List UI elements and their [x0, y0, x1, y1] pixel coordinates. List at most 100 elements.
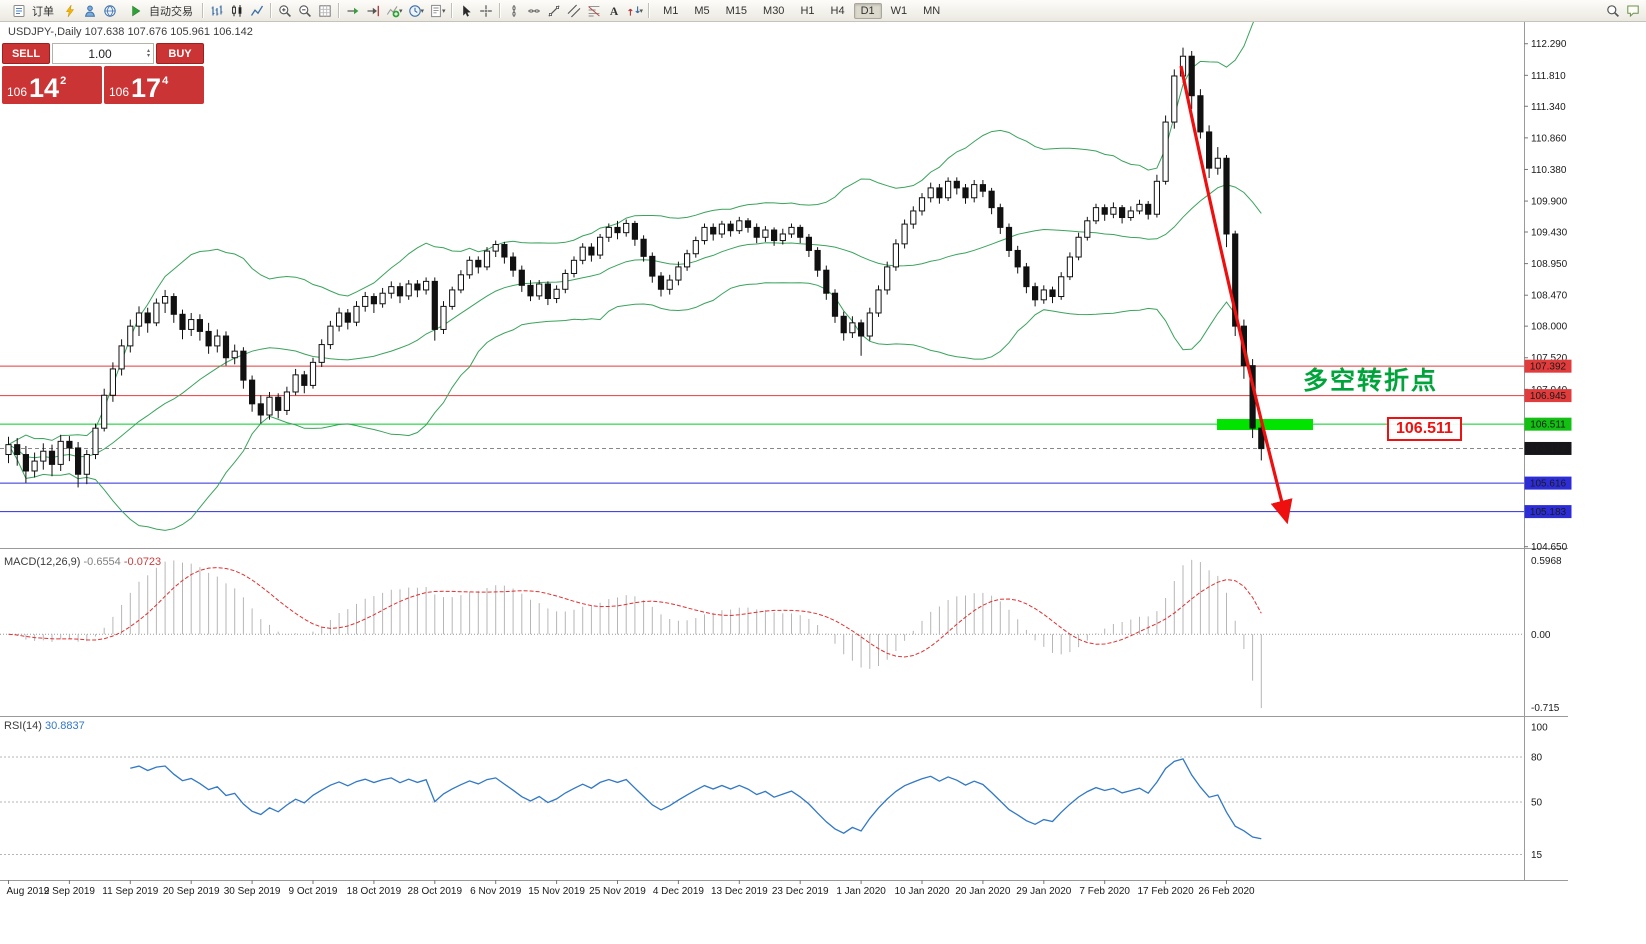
bar-chart-icon[interactable]: [207, 2, 227, 20]
chat-icon[interactable]: [1623, 2, 1643, 20]
chart-shift-icon[interactable]: [363, 2, 383, 20]
timeframe-button-m1[interactable]: M1: [663, 4, 679, 17]
search-icon[interactable]: [1603, 2, 1623, 20]
indicators-add-icon[interactable]: [383, 2, 403, 20]
macd-main-value: -0.6554: [83, 556, 121, 568]
horizontal-line-tool-icon[interactable]: [524, 2, 544, 20]
candlestick-chart-icon[interactable]: [227, 2, 247, 20]
svg-text:110.380: 110.380: [1531, 165, 1567, 176]
chevron-down-icon[interactable]: ▾: [442, 7, 446, 15]
svg-text:109.430: 109.430: [1531, 228, 1568, 239]
chevron-down-icon[interactable]: ▾: [399, 7, 403, 15]
svg-text:107.520: 107.520: [1531, 353, 1568, 364]
timeframe-button-w1[interactable]: W1: [890, 4, 908, 17]
svg-text:15: 15: [1531, 850, 1543, 861]
svg-text:106.142: 106.142: [1530, 444, 1567, 455]
price-tag-label[interactable]: 106.511: [1387, 417, 1462, 441]
toolbar-divider: [270, 3, 272, 18]
crosshair-icon[interactable]: [476, 2, 496, 20]
zoom-out-icon[interactable]: [295, 2, 315, 20]
svg-text:111.810: 111.810: [1531, 71, 1566, 82]
buy-price-display[interactable]: 106 17 4: [104, 66, 204, 104]
svg-text:100: 100: [1531, 723, 1548, 734]
svg-text:112.290: 112.290: [1531, 39, 1567, 50]
sell-price-display[interactable]: 106 14 2: [2, 66, 102, 104]
svg-text:104.650: 104.650: [1531, 542, 1568, 553]
trendline-tool-icon[interactable]: [544, 2, 564, 20]
cursor-icon[interactable]: [456, 2, 476, 20]
autotrade-play-icon: [126, 2, 146, 20]
new-order-button[interactable]: 订单: [3, 0, 60, 22]
svg-text:20 Jan 2020: 20 Jan 2020: [955, 886, 1010, 897]
timeframe-button-m30[interactable]: M30: [763, 4, 785, 17]
buy-button[interactable]: BUY: [156, 43, 204, 64]
svg-text:110.860: 110.860: [1531, 133, 1567, 144]
buy-price-prefix: 106: [109, 85, 130, 99]
autotrade-label: 自动交易: [149, 5, 193, 18]
periods-icon[interactable]: [405, 2, 425, 20]
svg-text:A: A: [609, 6, 618, 18]
chevron-down-icon[interactable]: ▾: [420, 7, 425, 15]
svg-text:15 Nov 2019: 15 Nov 2019: [528, 886, 585, 897]
svg-text:0.5968: 0.5968: [1531, 556, 1562, 567]
svg-text:17 Feb 2020: 17 Feb 2020: [1138, 886, 1195, 897]
turning-point-text: 多空转折点: [1303, 367, 1439, 395]
volume-input[interactable]: 1.00 ▴ ▾: [52, 43, 154, 64]
timeframe-button-h1[interactable]: H1: [800, 4, 815, 17]
bollinger-bands: [8, 22, 1262, 531]
line-chart-icon[interactable]: [247, 2, 267, 20]
channel-tool-icon[interactable]: [564, 2, 584, 20]
sell-price-sup: 2: [60, 75, 67, 87]
svg-text:1 Jan 2020: 1 Jan 2020: [836, 886, 886, 897]
svg-text:9 Oct 2019: 9 Oct 2019: [289, 886, 338, 897]
rsi-value: 30.8837: [44, 720, 85, 732]
text-tool-icon[interactable]: A: [604, 2, 624, 20]
sell-button[interactable]: SELL: [2, 43, 50, 64]
sell-price-big: 14: [29, 73, 60, 103]
timeframe-button-d1[interactable]: D1: [853, 2, 882, 19]
svg-text:25 Nov 2019: 25 Nov 2019: [589, 886, 646, 897]
buy-price-sup: 4: [162, 75, 169, 87]
svg-text:26 Feb 2020: 26 Feb 2020: [1198, 886, 1255, 897]
arrows-tool-icon[interactable]: [624, 2, 644, 20]
timeframe-button-mn[interactable]: MN: [923, 4, 941, 17]
macd-signal-value: -0.0723: [123, 556, 162, 568]
fibonacci-tool-icon[interactable]: [584, 2, 604, 20]
vertical-line-tool-icon[interactable]: [504, 2, 524, 20]
zoom-in-icon[interactable]: [275, 2, 295, 20]
svg-text:30 Sep 2019: 30 Sep 2019: [224, 886, 281, 897]
volume-spinner[interactable]: ▴ ▾: [146, 47, 150, 59]
templates-icon[interactable]: [426, 2, 446, 20]
svg-text:18 Oct 2019: 18 Oct 2019: [347, 886, 402, 897]
svg-text:23 Dec 2019: 23 Dec 2019: [772, 886, 829, 897]
svg-text:107.392: 107.392: [1530, 362, 1567, 373]
quick-trade-icon[interactable]: [60, 2, 80, 20]
grid-icon[interactable]: [315, 2, 335, 20]
svg-text:11 Sep 2019: 11 Sep 2019: [102, 886, 158, 897]
svg-text:80: 80: [1531, 753, 1543, 764]
svg-text:106.511: 106.511: [1530, 420, 1566, 431]
community-icon[interactable]: [100, 2, 120, 20]
toolbar-divider: [498, 3, 501, 18]
svg-text:4 Dec 2019: 4 Dec 2019: [653, 886, 705, 897]
accounts-icon[interactable]: [80, 2, 100, 20]
svg-text:109.900: 109.900: [1531, 197, 1568, 208]
auto-scroll-icon[interactable]: [343, 2, 363, 20]
timeframe-button-h4[interactable]: H4: [830, 4, 845, 17]
svg-text:6 Nov 2019: 6 Nov 2019: [470, 886, 522, 897]
svg-text:106.945: 106.945: [1530, 391, 1567, 402]
autotrade-button[interactable]: 自动交易: [120, 0, 199, 22]
toolbar: 订单 自动交易 ▾ ▾ ▾ A ▾ M1 M5 M15 M30: [0, 0, 1646, 22]
svg-text:Aug 2019: Aug 2019: [7, 886, 50, 897]
rsi-indicator-label: RSI(14) 30.8837: [4, 720, 85, 732]
chart-header: USDJPY-,Daily 107.638 107.676 105.961 10…: [8, 26, 253, 38]
svg-text:20 Sep 2019: 20 Sep 2019: [163, 886, 220, 897]
timeframe-button-m5[interactable]: M5: [694, 4, 710, 17]
svg-text:105.616: 105.616: [1530, 479, 1567, 490]
rsi-name: RSI(14): [4, 720, 42, 732]
chevron-down-icon[interactable]: ▾: [639, 7, 644, 15]
svg-text:50: 50: [1531, 798, 1543, 809]
timeframe-button-m15[interactable]: M15: [725, 4, 748, 17]
toolbar-right: [1603, 2, 1643, 20]
